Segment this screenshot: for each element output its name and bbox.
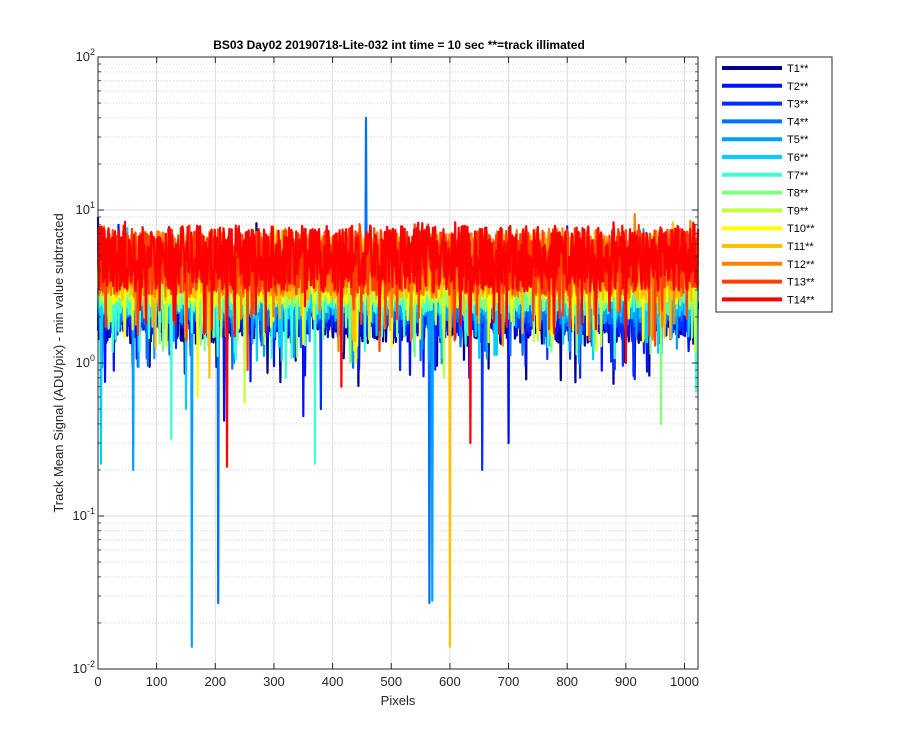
legend-label: T10**	[787, 223, 815, 235]
x-tick-label: 500	[380, 674, 402, 689]
legend-box	[715, 56, 833, 313]
x-tick-label: 400	[322, 674, 344, 689]
series-line	[96, 220, 700, 468]
x-tick-label: 900	[615, 674, 637, 689]
legend-label: T2**	[787, 81, 809, 93]
legend-label: T4**	[787, 116, 809, 128]
legend-label: T7**	[787, 170, 809, 182]
legend-label: T8**	[787, 188, 809, 200]
series-lines	[96, 116, 700, 648]
legend-label: T6**	[787, 152, 809, 164]
legend-label: T13**	[787, 277, 815, 289]
legend-label: T11**	[787, 241, 814, 253]
legend-label: T12**	[787, 259, 815, 271]
x-tick-label: 1000	[670, 674, 699, 689]
legend-label: T3**	[787, 99, 809, 111]
x-tick-label: 0	[94, 674, 101, 689]
legend: T1** T2** T3** T4** T5** T6** T7** T8** T9** T10*…	[715, 56, 833, 313]
chart-title: BS03 Day02 20190718-Lite-032 int time = …	[213, 38, 585, 52]
legend-label: T5**	[787, 134, 809, 146]
legend-label: T1**	[787, 63, 809, 75]
legend-label: T14**	[787, 294, 815, 306]
x-tick-label: 200	[204, 674, 226, 689]
y-axis-label: Track Mean Signal (ADU/pix) - min value …	[51, 213, 66, 512]
legend-label: T9**	[787, 205, 809, 217]
x-tick-label: 800	[556, 674, 578, 689]
x-tick-label: 300	[263, 674, 285, 689]
x-tick-label: 100	[146, 674, 168, 689]
x-tick-label: 600	[439, 674, 461, 689]
x-tick-label: 700	[498, 674, 520, 689]
x-axis-label: Pixels	[381, 693, 416, 708]
